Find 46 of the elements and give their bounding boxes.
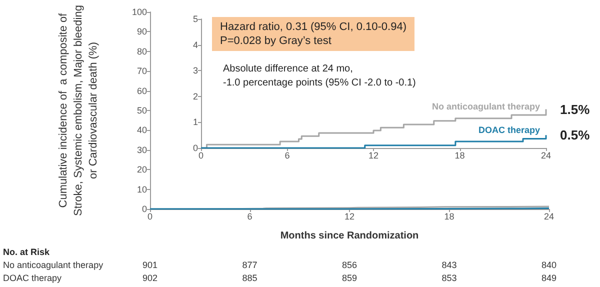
y-tick-label: 10 bbox=[136, 184, 147, 194]
y-tick-label: 2 bbox=[192, 91, 198, 102]
annotation: Absolute difference at 24 mo, -1.0 percentage points (95% CI -2.0 to -0.1) bbox=[223, 64, 416, 88]
text: 902 bbox=[142, 273, 158, 283]
text: 843 bbox=[442, 260, 457, 270]
y-tick-label: 5 bbox=[192, 14, 198, 24]
x-tick-label: 24 bbox=[540, 150, 552, 160]
y-tick-label: 30 bbox=[136, 144, 147, 155]
y-tick-label: 60 bbox=[136, 86, 147, 96]
x-axis-title: Months since Randomization bbox=[280, 230, 419, 242]
text: 856 bbox=[342, 260, 358, 270]
annotation: 0.5% bbox=[560, 128, 590, 143]
text: 859 bbox=[342, 273, 358, 283]
y-tick-label: 100 bbox=[132, 7, 147, 17]
y-tick-label: 4 bbox=[192, 40, 198, 50]
x-tick-label: 6 bbox=[247, 212, 252, 222]
annotation: Hazard ratio, 0.31 (95% CI, 0.10-0.94) P=0.028 by Gray’s test bbox=[220, 21, 406, 47]
y-tick-label: 1 bbox=[192, 117, 198, 128]
y-tick-label: 40 bbox=[136, 125, 147, 136]
x-tick-label: 18 bbox=[454, 150, 465, 160]
y-axis-title: Cumulative incidence of a composite of Stroke, Systemic embolism, Major bleeding or Cardiovascular death (%) bbox=[58, 5, 100, 216]
annotation: 1.5% bbox=[560, 102, 590, 117]
x-tick-label: 24 bbox=[544, 212, 554, 222]
x-tick-label: 12 bbox=[368, 150, 379, 160]
y-tick-label: 70 bbox=[136, 66, 147, 76]
y-tick-label: 50 bbox=[136, 106, 147, 116]
y-tick-label: 20 bbox=[136, 164, 147, 175]
y-tick-label: 80 bbox=[136, 46, 147, 56]
text: 853 bbox=[442, 273, 457, 283]
series-label: DOAC therapy bbox=[478, 125, 540, 136]
y-tick-label: 90 bbox=[136, 26, 147, 37]
text: 840 bbox=[541, 260, 557, 270]
text: 885 bbox=[242, 273, 258, 283]
x-tick-label: 6 bbox=[284, 150, 290, 160]
text: DOAC therapy bbox=[3, 273, 62, 283]
x-tick-label: 12 bbox=[344, 212, 355, 222]
text: 849 bbox=[541, 273, 557, 283]
text: 877 bbox=[242, 260, 258, 270]
x-tick-label: 18 bbox=[444, 212, 454, 222]
y-tick-label: 0 bbox=[142, 204, 147, 214]
text: 901 bbox=[142, 260, 158, 270]
text: No. at Risk bbox=[3, 247, 51, 257]
y-tick-label: 0 bbox=[192, 143, 198, 153]
y-tick-label: 3 bbox=[192, 66, 198, 76]
text: No anticoagulant therapy bbox=[3, 260, 104, 270]
series-label: No anticoagulant therapy bbox=[432, 101, 540, 112]
